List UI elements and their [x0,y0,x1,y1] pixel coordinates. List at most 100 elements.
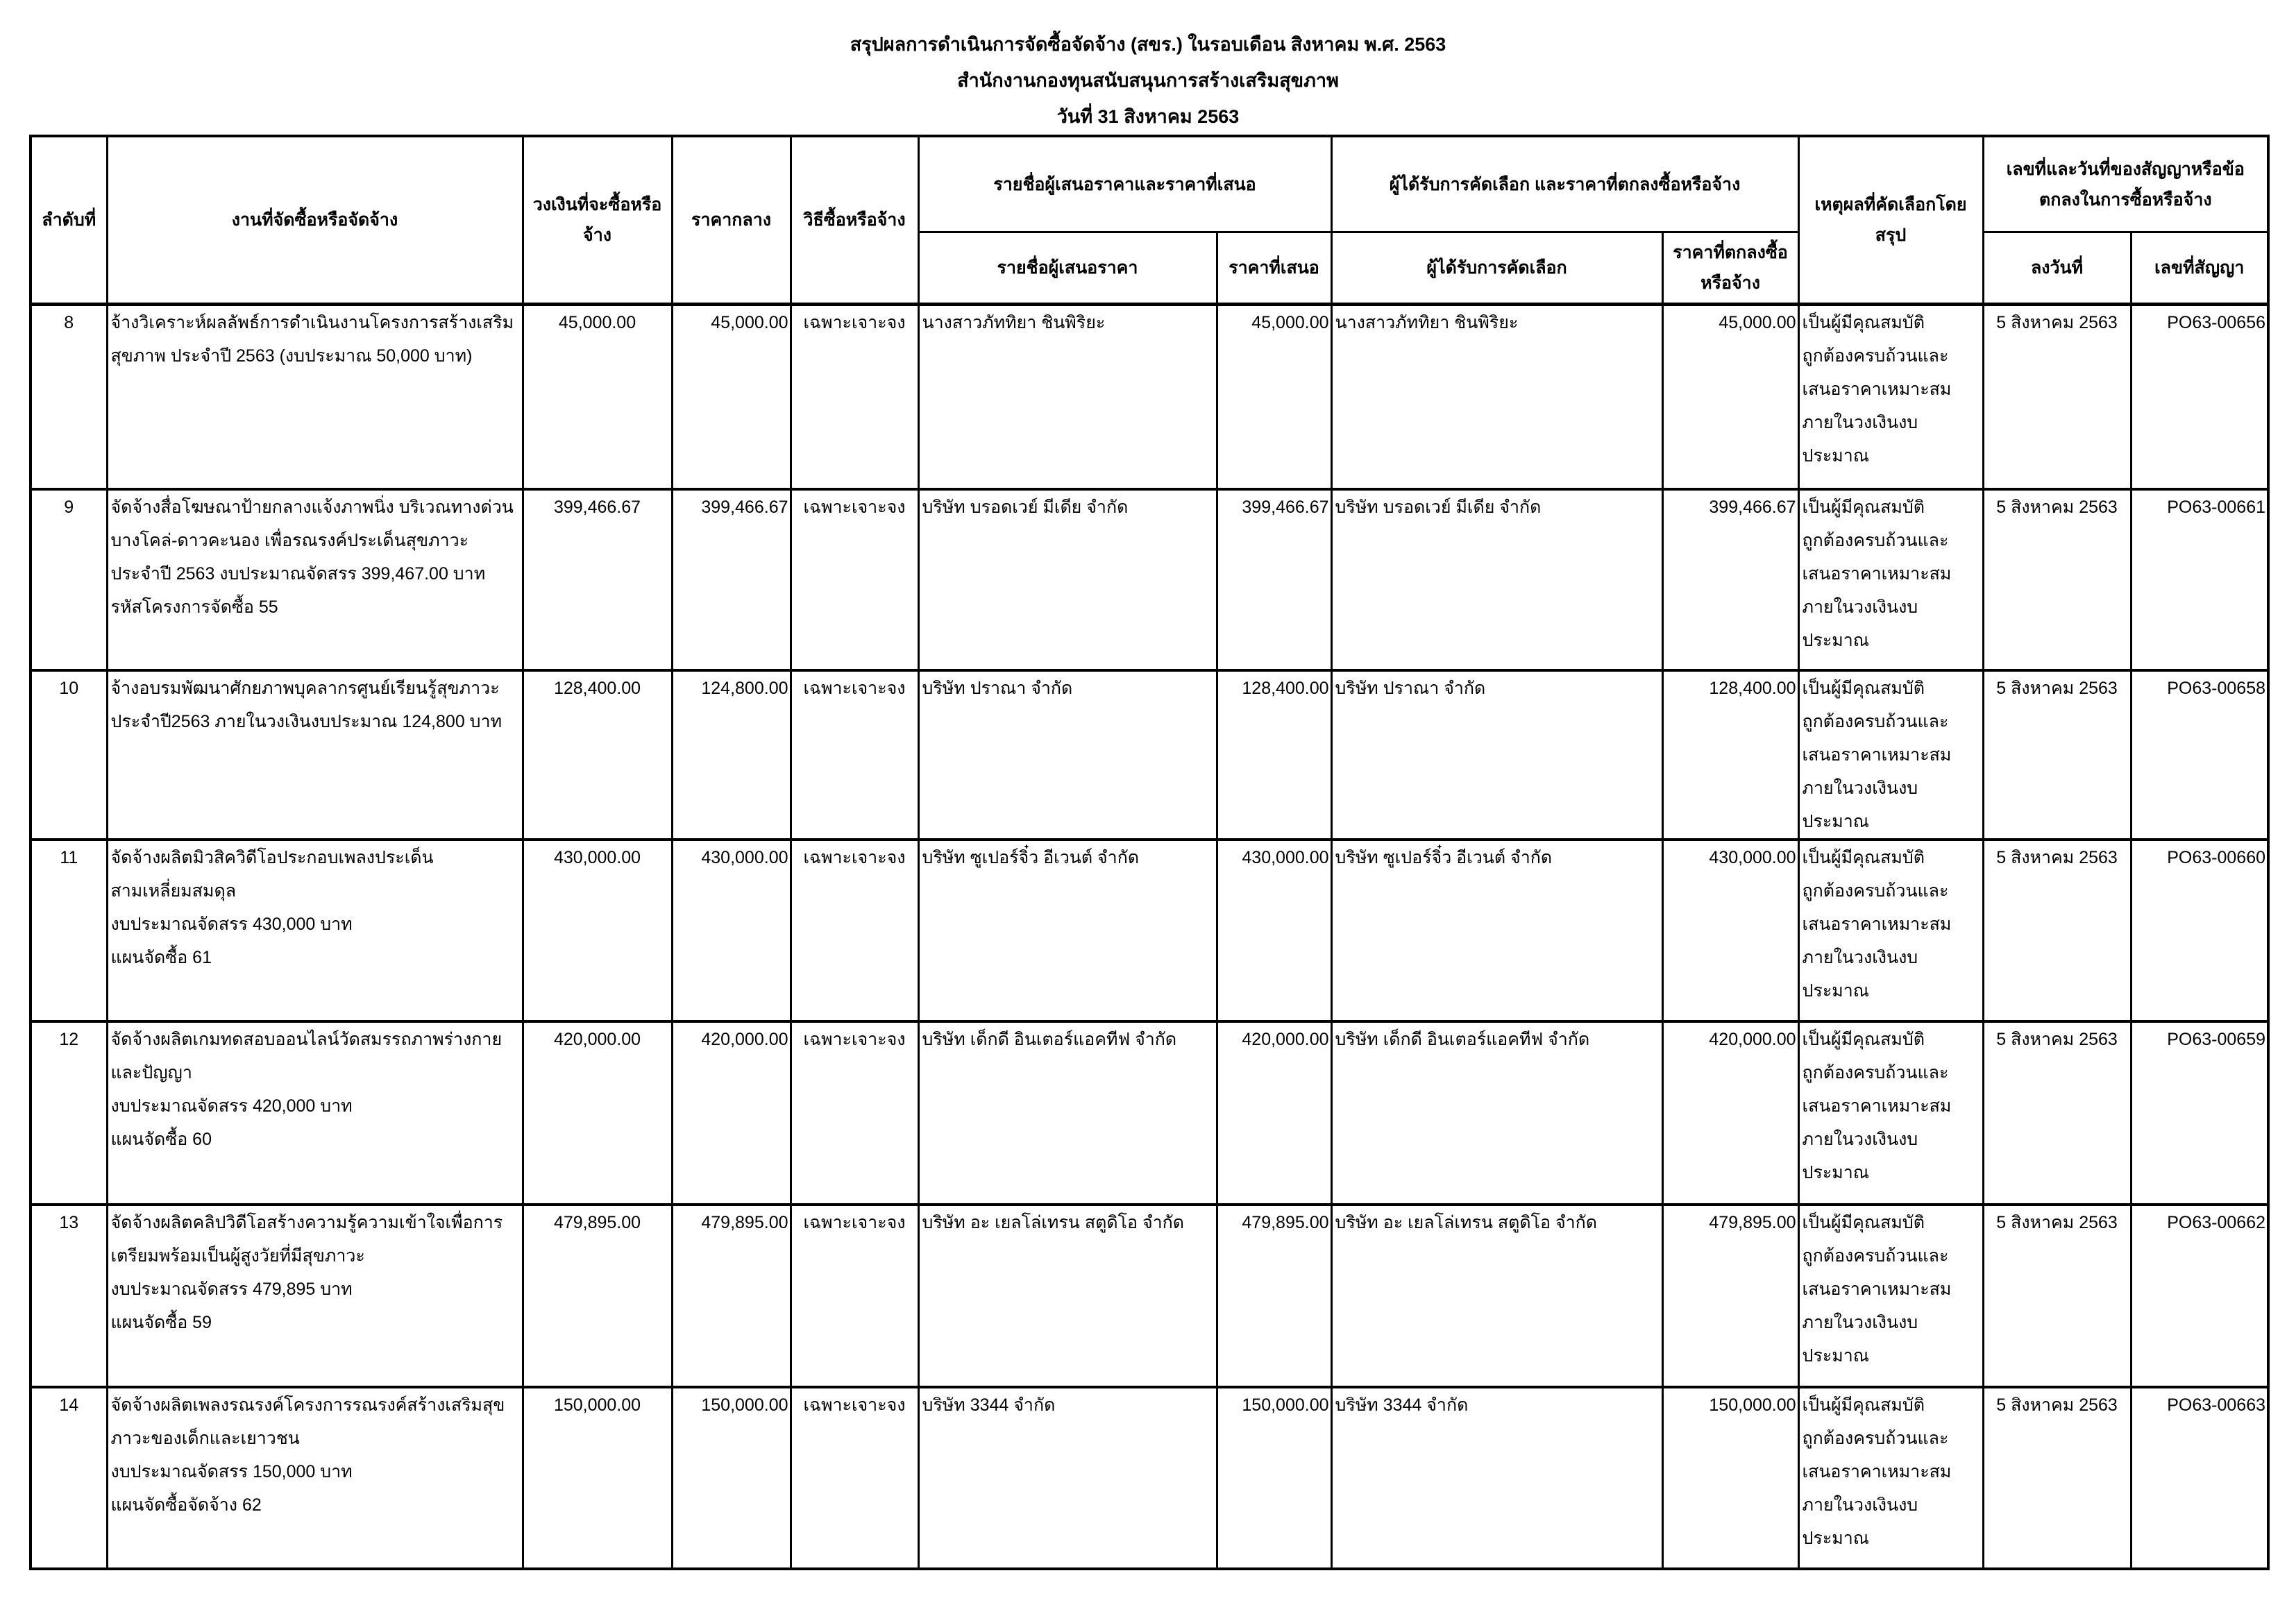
task-description-line: จัดจ้างผลิตเพลงรณรงค์โครงการรณรงค์สร้างเ… [110,1395,505,1415]
bid-price: 399,466.67 [1215,488,1333,671]
bid-price: 479,895.00 [1215,1203,1333,1388]
bidder-name: บริษัท อะ เยลโล่เทรน สตูดิโอ จำกัด [917,1203,1218,1388]
header-median-price: ราคากลาง [670,135,792,305]
selection-reason-line: เป็นผู้มีคุณสมบัติ [1802,847,1925,867]
selection-reason-line: ถูกต้องครบถ้วนและ [1802,346,1949,366]
selected-vendor: บริษัท เด็กดี อินเตอร์แอคทีฟ จำกัด [1330,1020,1664,1205]
selected-vendor: บริษัท บรอดเวย์ มีเดีย จำกัด [1330,488,1664,671]
selection-reason-line: เป็นผู้มีคุณสมบัติ [1802,313,1925,332]
task-description: จ้างวิเคราะห์ผลลัพธ์การดำเนินงานโครงการส… [105,303,524,490]
procurement-table: ลำดับที่ งานที่จัดซื้อหรือจัดจ้าง วงเงิน… [29,135,2270,1570]
bid-price: 128,400.00 [1215,669,1333,840]
median-price: 479,895.00 [670,1203,792,1388]
contract-date: 5 สิงหาคม 2563 [1982,1386,2132,1570]
selection-reason: เป็นผู้มีคุณสมบัติถูกต้องครบถ้วนและเสนอร… [1797,838,1984,1022]
procurement-method: เฉพาะเจาะจง [789,669,920,840]
header-budget: วงเงินที่จะซื้อหรือจ้าง [521,135,673,305]
document-header: สรุปผลการดำเนินการจัดซื้อจัดจ้าง (สขร.) … [0,26,2296,135]
selection-reason-line: ภายในวงเงินงบประมาณ [1802,597,1918,650]
selection-reason-line: ภายในวงเงินงบประมาณ [1802,1312,1918,1366]
agreed-price: 399,466.67 [1661,488,1800,671]
budget-amount: 430,000.00 [521,838,673,1022]
bid-price: 430,000.00 [1215,838,1333,1022]
selected-vendor: บริษัท อะ เยลโล่เทรน สตูดิโอ จำกัด [1330,1203,1664,1388]
task-description: จัดจ้างผลิตเพลงรณรงค์โครงการรณรงค์สร้างเ… [105,1386,524,1570]
task-description-line: จ้างอบรมพัฒนาศักยภาพบุคลากรศูนย์เรียนรู้… [110,678,500,698]
selection-reason-line: ภายในวงเงินงบประมาณ [1802,1495,1918,1548]
table-row: 10 จ้างอบรมพัฒนาศักยภาพบุคลากรศูนย์เรียนร… [29,669,2270,840]
task-description-line: ภาวะของเด็กและเยาวชน [110,1428,300,1448]
selection-reason: เป็นผู้มีคุณสมบัติ ถูกต้องครบถ้วนและ เสนอร… [1797,1386,1984,1570]
median-price: 399,466.67 [670,488,792,671]
task-description: จ้างอบรมพัฒนาศักยภาพบุคลากรศูนย์เรียนรู้… [105,669,524,840]
contract-number: PO63-00661 [2129,488,2270,671]
selection-reason-line: ถูกต้องครบถ้วนและ [1802,1062,1949,1082]
bidder-name: บริษัท ปราณา จำกัด [917,669,1218,840]
bidder-name: นางสาวภัททิยา ชินพิริยะ [917,303,1218,490]
table-row: 14 จัดจ้างผลิตเพลงรณรงค์โครงการรณรงค์สร้า… [29,1386,2270,1570]
task-description-line: จัดจ้างผลิตเกมทดสอบออนไลน์วัดสมรรถภาพร่า… [110,1029,503,1049]
procurement-method: เฉพาะเจาะจง [789,1203,920,1388]
header-bidders-group: รายชื่อผู้เสนอราคาและราคาที่เสนอ [917,135,1333,233]
bidder-name: บริษัท บรอดเวย์ มีเดีย จำกัด [917,488,1218,671]
table-row: 11 จัดจ้างผลิตมิวสิควิดีโอประกอบเพลงประเด… [29,838,2270,1022]
contract-number: PO63-00659 [2129,1020,2270,1205]
row-number: 12 [29,1020,108,1205]
task-description-line: รหัสโครงการจัดซื้อ 55 [110,597,278,617]
row-number: 14 [29,1386,108,1570]
bid-price: 150,000.00 [1215,1386,1333,1570]
task-description-line: งบประมาณจัดสรร 150,000 บาท [110,1461,353,1481]
table-header: ลำดับที่ งานที่จัดซื้อหรือจัดจ้าง วงเงิน… [29,135,2270,305]
row-number: 8 [29,303,108,490]
agreed-price: 150,000.00 [1661,1386,1800,1570]
bid-price: 45,000.00 [1215,303,1333,490]
header-agreed-price: ราคาที่ตกลงซื้อหรือจ้าง [1661,231,1800,305]
task-description-line: สุขภาพ ประจำปี 2563 (งบประมาณ 50,000 บาท… [110,346,473,366]
selection-reason: เป็นผู้มีคุณสมบัติ ถูกต้องครบถ้วนและ เสนอร… [1797,669,1984,840]
task-description-line: แผนจัดซื้อจัดจ้าง 62 [110,1495,262,1515]
procurement-method: เฉพาะเจาะจง [789,1386,920,1570]
selection-reason-line: เสนอราคาเหมาะสม [1802,914,1952,934]
contract-date: 5 สิงหาคม 2563 [1982,1020,2132,1205]
selection-reason-line: ถูกต้องครบถ้วนและ [1802,1246,1949,1266]
task-description-line: แผนจัดซื้อ 60 [110,1129,212,1149]
organization-name: สำนักงานกองทุนสนับสนุนการสร้างเสริมสุขภา… [957,70,1339,91]
selection-reason: เป็นผู้มีคุณสมบัติถูกต้องครบถ้วนและเสนอร… [1797,488,1984,671]
task-description-line: และปัญญา [110,1062,192,1082]
selection-reason: เป็นผู้มีคุณสมบัติ ถูกต้องครบถ้วนและ เสนอร… [1797,1203,1984,1388]
table-row: 12 จัดจ้างผลิตเกมทดสอบออนไลน์วัดสมรรถภาพร… [29,1020,2270,1205]
selection-reason-line: เสนอราคาเหมาะสม [1802,745,1952,765]
selection-reason-line: ภายในวงเงินงบประมาณ [1802,1129,1918,1182]
document-title: สรุปผลการดำเนินการจัดซื้อจัดจ้าง (สขร.) … [850,34,1446,55]
task-description: จัดจ้างผลิตคลิปวิดีโอสร้างความรู้ความเข้… [105,1203,524,1388]
contract-number: PO63-00656 [2129,303,2270,490]
selected-vendor: บริษัท 3344 จำกัด [1330,1386,1664,1570]
selection-reason-line: ถูกต้องครบถ้วนและ [1802,530,1949,550]
procurement-method: เฉพาะเจาะจง [789,303,920,490]
agreed-price: 430,000.00 [1661,838,1800,1022]
selected-vendor: นางสาวภัททิยา ชินพิริยะ [1330,303,1664,490]
header-contract-group: เลขที่และวันที่ของสัญญาหรือข้อตกลงในการซ… [1982,135,2270,233]
selection-reason-line: ถูกต้องครบถ้วนและ [1802,881,1949,901]
selection-reason-line: ถูกต้องครบถ้วนและ [1802,1428,1949,1448]
selection-reason-line: เป็นผู้มีคุณสมบัติ [1802,497,1925,517]
contract-date: 5 สิงหาคม 2563 [1982,1203,2132,1388]
task-description-line: สามเหลี่ยมสมดุล [110,881,237,901]
header-contract-date: ลงวันที่ [1982,231,2132,305]
selection-reason-line: เสนอราคาเหมาะสม [1802,1279,1952,1299]
task-description-line: งบประมาณจัดสรร 479,895 บาท [110,1279,353,1299]
selection-reason-line: เสนอราคาเหมาะสม [1802,1096,1952,1116]
table-body: 8 จ้างวิเคราะห์ผลลัพธ์การดำเนินงานโครงการ… [29,303,2270,1570]
selected-vendor: บริษัท ปราณา จำกัด [1330,669,1664,840]
row-number: 13 [29,1203,108,1388]
selection-reason-line: เสนอราคาเหมาะสม [1802,563,1952,584]
header-task: งานที่จัดซื้อหรือจัดจ้าง [105,135,524,305]
task-description-line: จัดจ้างสื่อโฆษณาป้ายกลางแจ้งภาพนิ่ง บริเ… [110,497,514,517]
bidder-name: บริษัท ซูเปอร์จิ๋ว อีเวนต์ จำกัด [917,838,1218,1022]
task-description-line: เตรียมพร้อมเป็นผู้สูงวัยที่มีสุขภาวะ [110,1246,365,1266]
budget-amount: 479,895.00 [521,1203,673,1388]
table-row: 9 จัดจ้างสื่อโฆษณาป้ายกลางแจ้งภาพนิ่ง บริ… [29,488,2270,671]
selection-reason-line: เป็นผู้มีคุณสมบัติ [1802,678,1925,698]
selection-reason-line: เป็นผู้มีคุณสมบัติ [1802,1029,1925,1049]
bid-price: 420,000.00 [1215,1020,1333,1205]
